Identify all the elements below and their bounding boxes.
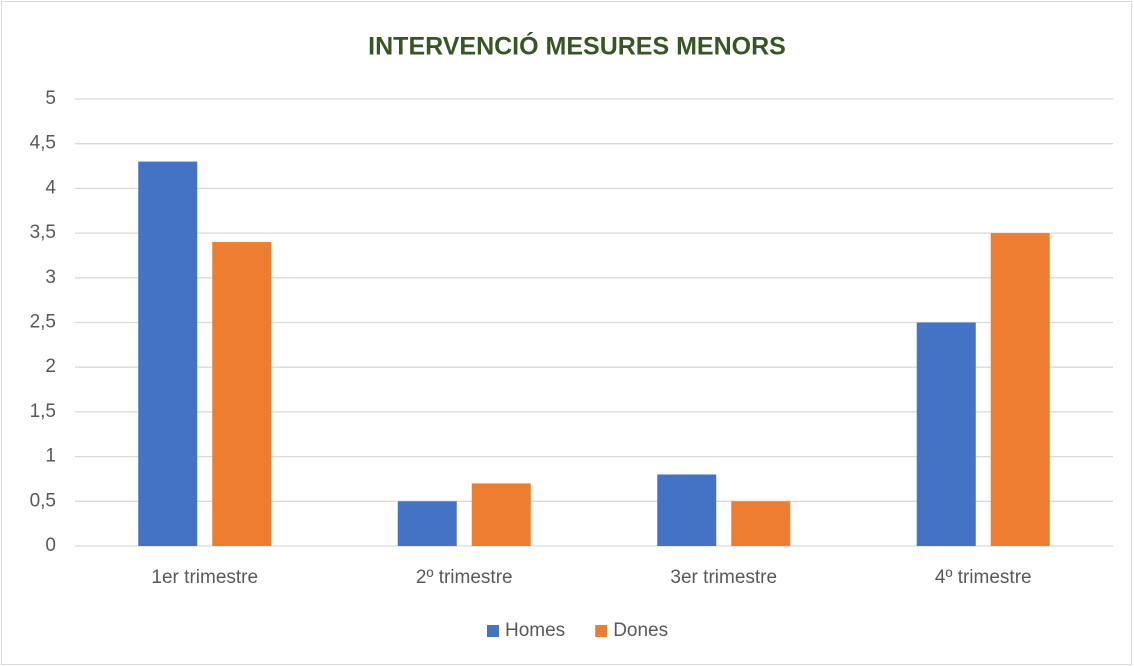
bar (731, 501, 791, 546)
bar (471, 483, 531, 546)
y-tick-label: 4,5 (30, 133, 56, 154)
bar (916, 322, 976, 546)
x-tick-label: 4º trimestre (935, 567, 1032, 588)
y-tick-label: 5 (45, 88, 56, 109)
y-tick-label: 1 (45, 446, 56, 467)
x-tick-label: 2º trimestre (416, 567, 513, 588)
y-tick-label: 0 (45, 535, 56, 556)
bar (397, 501, 457, 546)
y-tick-label: 1,5 (30, 401, 56, 422)
bar (990, 233, 1050, 546)
bar (138, 161, 198, 546)
y-tick-label: 2 (45, 356, 56, 377)
chart-title: INTERVENCIÓ MESURES MENORS (368, 31, 786, 61)
y-tick-label: 0,5 (30, 490, 56, 511)
y-tick-label: 3 (45, 267, 56, 288)
y-tick-label: 2,5 (30, 312, 56, 333)
x-tick-label: 1er trimestre (151, 567, 258, 588)
legend-swatch (487, 625, 499, 637)
bar (657, 474, 717, 546)
x-tick-label: 3er trimestre (670, 567, 777, 588)
legend-swatch (595, 625, 608, 637)
bar (212, 242, 272, 547)
legend-label: Homes (505, 620, 565, 641)
y-tick-label: 4 (45, 177, 56, 198)
y-tick-label: 3,5 (30, 222, 56, 243)
legend-label: Dones (613, 620, 668, 641)
